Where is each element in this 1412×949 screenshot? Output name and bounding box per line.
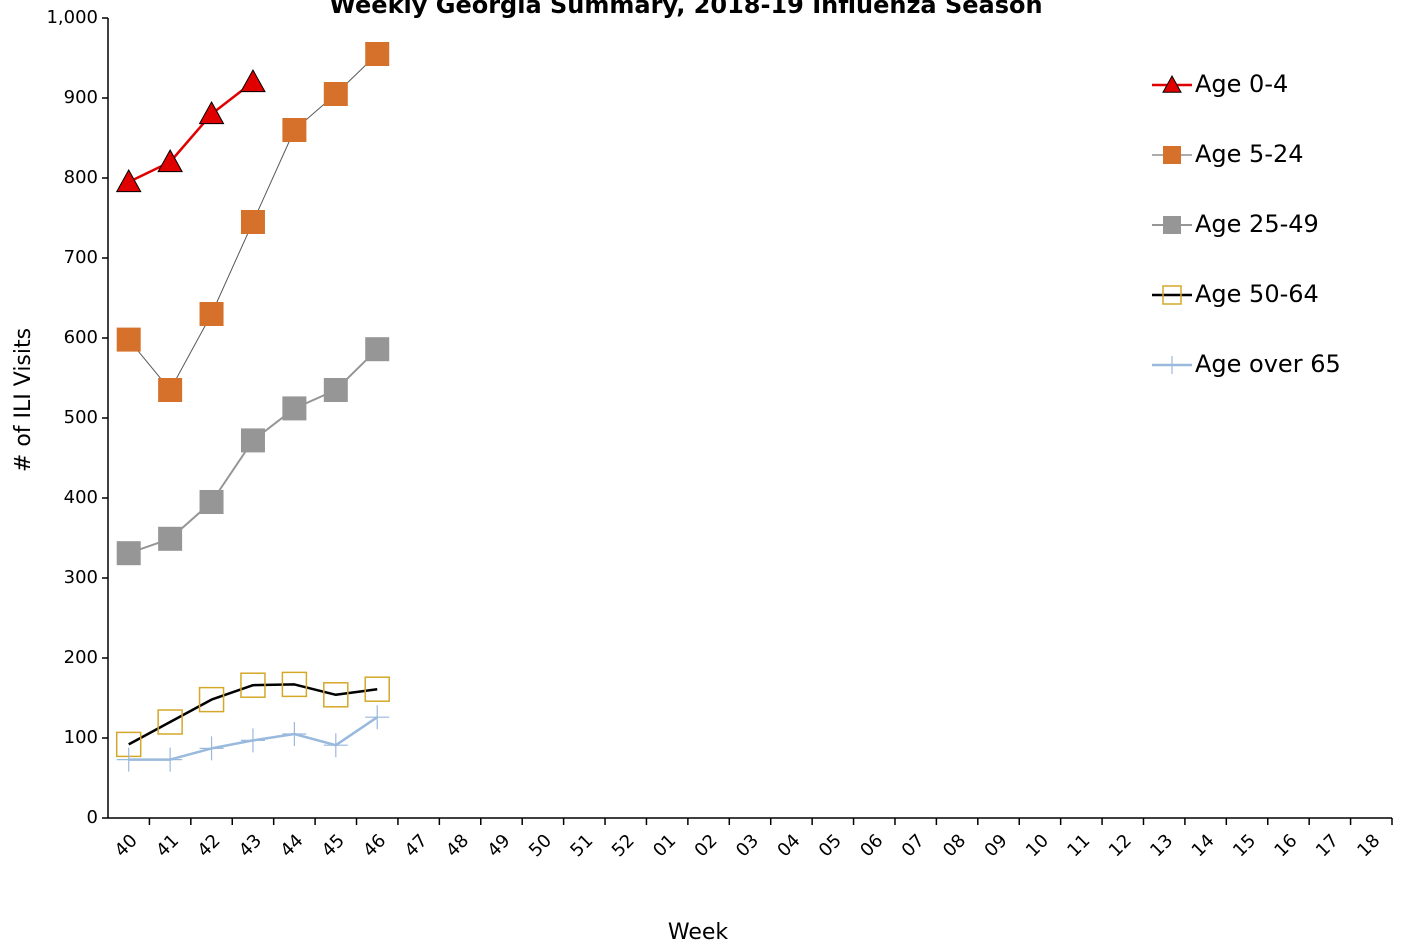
y-tick-label: 900 [64, 87, 98, 108]
x-tick-label: 18 [1353, 830, 1384, 861]
data-point [365, 705, 390, 730]
x-tick-label: 49 [484, 830, 515, 861]
x-tick-label: 40 [111, 830, 142, 861]
data-point [323, 82, 348, 106]
x-tick-label: 07 [898, 830, 929, 861]
y-tick-label: 300 [64, 567, 98, 588]
x-tick-label: 03 [732, 830, 763, 861]
x-tick-label: 46 [359, 830, 390, 861]
x-tick-label: 14 [1188, 830, 1219, 861]
x-tick-label: 06 [856, 830, 887, 861]
x-tick-label: 45 [318, 830, 349, 861]
data-point [157, 709, 183, 735]
x-tick-label: 13 [1146, 830, 1177, 861]
y-tick-label: 0 [87, 807, 98, 828]
legend-marker [1162, 74, 1182, 93]
data-point [199, 490, 224, 514]
data-point [158, 747, 183, 772]
legend-label: Age 0-4 [1195, 70, 1288, 98]
x-tick-label: 08 [939, 830, 970, 861]
x-axis-label: Week [668, 920, 729, 945]
data-point [199, 302, 224, 326]
x-tick-label: 48 [442, 830, 473, 861]
y-tick-label: 600 [64, 327, 98, 348]
series-line [128, 683, 378, 746]
x-tick-label: 10 [1022, 830, 1053, 861]
x-tick-label: 15 [1229, 830, 1260, 861]
y-tick-label: 100 [64, 727, 98, 748]
data-point [365, 42, 390, 66]
series-line [128, 81, 254, 184]
data-point [240, 428, 265, 453]
data-point [116, 327, 141, 352]
data-point [364, 676, 390, 702]
x-tick-label: 44 [276, 830, 307, 861]
data-point [115, 168, 142, 193]
x-tick-label: 17 [1312, 830, 1343, 861]
legend-label: Age 5-24 [1195, 140, 1304, 168]
legend-marker [1163, 216, 1181, 234]
data-point [240, 210, 265, 234]
x-tick-label: 02 [691, 830, 722, 861]
legend-marker [1162, 285, 1182, 305]
data-point [282, 722, 307, 746]
y-tick-label: 800 [64, 167, 98, 188]
data-point [240, 68, 266, 93]
x-tick-label: 16 [1270, 830, 1301, 861]
data-point [157, 148, 183, 173]
y-tick-label: 1,000 [46, 7, 98, 28]
data-point [198, 686, 225, 713]
data-point [116, 541, 141, 566]
data-point [240, 728, 265, 753]
legend-marker [1163, 146, 1181, 164]
x-tick-label: 51 [566, 830, 597, 861]
data-point [323, 682, 349, 708]
data-point [282, 118, 307, 142]
y-axis-label: # of ILI Visits [11, 328, 36, 472]
x-tick-label: 04 [773, 830, 804, 861]
x-tick-label: 01 [649, 830, 680, 861]
x-tick-label: 43 [235, 830, 266, 861]
legend-label: Age 25-49 [1195, 210, 1319, 238]
data-point [116, 747, 141, 772]
legend-label: Age 50-64 [1195, 280, 1319, 308]
data-point [323, 378, 348, 402]
x-tick-label: 05 [815, 830, 846, 861]
chart-title: Weekly Georgia Summary, 2018-19 Influenz… [329, 0, 1042, 19]
data-point [282, 396, 307, 421]
legend-label: Age over 65 [1195, 350, 1341, 378]
data-point [323, 733, 348, 758]
data-point [365, 337, 390, 362]
data-point [281, 671, 308, 698]
legend-marker [1163, 356, 1181, 374]
x-tick-label: 12 [1105, 830, 1136, 861]
x-tick-label: 50 [525, 830, 556, 861]
x-tick-label: 42 [194, 830, 225, 861]
data-point [240, 672, 266, 698]
x-tick-label: 09 [981, 830, 1012, 861]
x-tick-label: 41 [152, 830, 183, 861]
data-point [158, 526, 183, 551]
y-tick-label: 700 [64, 247, 98, 268]
data-point [158, 378, 183, 402]
y-tick-label: 500 [64, 407, 98, 428]
y-tick-label: 400 [64, 487, 98, 508]
data-point [198, 100, 225, 125]
x-tick-label: 52 [608, 830, 639, 861]
data-point [199, 736, 224, 761]
y-tick-label: 200 [64, 647, 98, 668]
x-tick-label: 11 [1063, 830, 1094, 861]
x-tick-label: 47 [401, 830, 432, 861]
